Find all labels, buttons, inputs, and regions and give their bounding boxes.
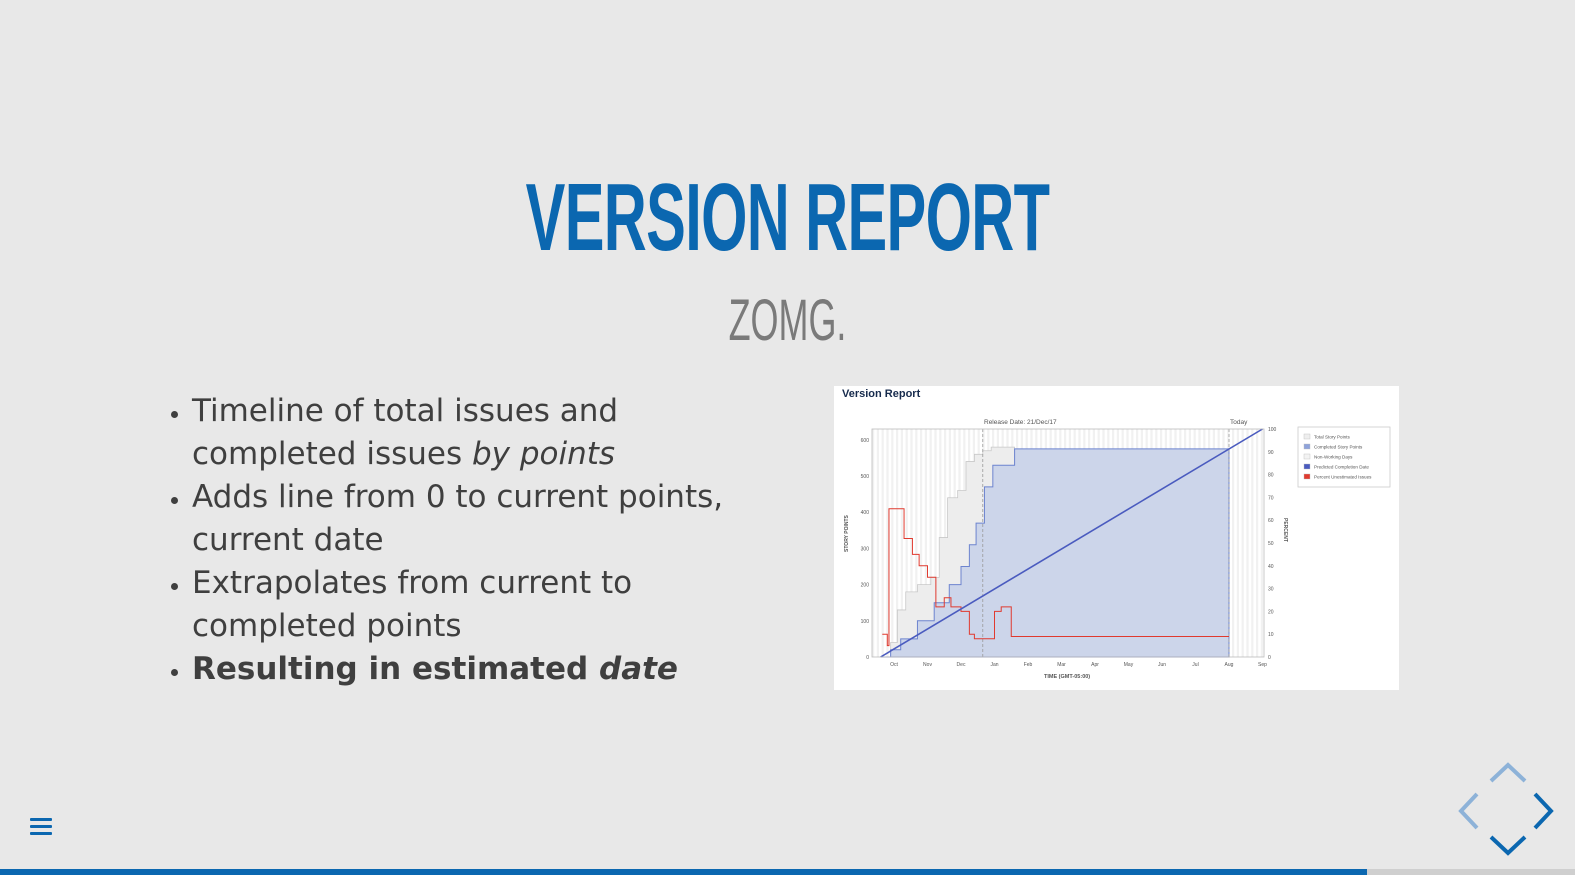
y2-tick-label: 50 xyxy=(1268,541,1274,547)
non-working-day-stripe xyxy=(924,429,927,657)
chevron-up-icon[interactable] xyxy=(1488,762,1528,784)
non-working-day-stripe xyxy=(1236,429,1239,657)
version-report-chart: 0 100 200 300 400 500 600 0 10 20 30 40 50 60 70 80 90 10… xyxy=(844,419,1391,680)
non-working-day-stripe xyxy=(876,429,879,657)
bullet-item: Adds line from 0 to current points, curr… xyxy=(192,476,752,562)
progress-bar xyxy=(0,869,1575,875)
legend-label: Non-Working Days xyxy=(1314,455,1353,460)
chevron-left-icon[interactable] xyxy=(1458,791,1480,831)
bullet-emphasis: by points xyxy=(471,436,616,472)
non-working-day-stripe xyxy=(905,429,908,657)
legend-swatch xyxy=(1303,433,1311,440)
x-tick-label: Jul xyxy=(1192,662,1198,668)
non-working-day-stripe xyxy=(891,429,894,657)
y-tick-label: 500 xyxy=(861,474,870,480)
non-working-day-stripe xyxy=(934,429,937,657)
bullet-item: Resulting in estimated date xyxy=(192,648,752,691)
slide-title: Version Report xyxy=(525,164,1050,271)
release-date-label: Release Date: 21/Dec/17 xyxy=(984,419,1057,426)
legend-label: Percent Unestimated Issues xyxy=(1314,475,1372,480)
x-tick-label: Dec xyxy=(957,662,966,668)
non-working-day-stripe xyxy=(1232,429,1235,657)
non-working-day-stripe xyxy=(1241,429,1244,657)
percent-unestimated-line xyxy=(882,508,1229,647)
menu-icon[interactable] xyxy=(30,818,52,838)
bullet-emphasis: date xyxy=(599,651,678,687)
y-tick-label: 300 xyxy=(861,546,870,552)
non-working-day-stripe xyxy=(896,429,899,657)
x-tick-label: May xyxy=(1124,662,1134,668)
report-title: Version Report xyxy=(842,388,921,400)
legend-label: Total Story Points xyxy=(1314,435,1350,440)
y2-tick-label: 0 xyxy=(1268,655,1271,661)
y2-tick-label: 60 xyxy=(1268,518,1274,524)
x-tick-label: Jun xyxy=(1158,662,1166,668)
bullet-text: Resulting in estimated xyxy=(192,651,599,687)
slide-navigation xyxy=(1458,762,1558,860)
version-report-image: 0 100 200 300 400 500 600 0 10 20 30 40 50 60 70 80 90 10… xyxy=(834,386,1399,690)
plot-frame xyxy=(871,428,1265,658)
non-working-day-stripe xyxy=(1246,429,1249,657)
y2-tick-label: 90 xyxy=(1268,450,1274,456)
non-working-day-stripe xyxy=(910,429,913,657)
y2-tick-label: 70 xyxy=(1268,495,1274,501)
non-working-day-stripe xyxy=(1256,429,1259,657)
bullet-list: Timeline of total issues and completed i… xyxy=(160,390,752,691)
chevron-down-icon[interactable] xyxy=(1488,834,1528,856)
non-working-day-stripe xyxy=(929,429,932,657)
y2-tick-label: 40 xyxy=(1268,564,1274,570)
non-working-day-stripe xyxy=(1260,429,1263,657)
x-tick-label: Sep xyxy=(1258,662,1267,668)
legend-label: Completed Story Points xyxy=(1314,445,1363,450)
chevron-right-icon[interactable] xyxy=(1532,791,1554,831)
x-tick-label: Oct xyxy=(890,662,898,668)
non-working-day-stripe xyxy=(900,429,903,657)
non-working-day-stripe xyxy=(1251,429,1254,657)
y-tick-label: 600 xyxy=(861,438,870,444)
legend-swatch xyxy=(1303,453,1311,460)
progress-fill xyxy=(0,869,1368,875)
legend-label: Predicted Completion Date xyxy=(1314,465,1369,470)
y2-tick-label: 30 xyxy=(1268,587,1274,593)
y2-tick-label: 10 xyxy=(1268,632,1274,638)
x-tick-label: Nov xyxy=(923,662,932,668)
y2-tick-label: 100 xyxy=(1268,427,1277,433)
bullet-text: Extrapolates from current to completed p… xyxy=(192,565,633,644)
legend-swatch xyxy=(1303,463,1311,470)
y-tick-label: 0 xyxy=(866,655,869,661)
chart-legend: Total Story Points Completed Story Points… xyxy=(1297,426,1391,488)
legend-swatch xyxy=(1303,473,1311,480)
legend-swatch xyxy=(1303,443,1311,450)
bullet-item: Timeline of total issues and completed i… xyxy=(192,390,752,476)
non-working-day-stripe xyxy=(886,429,889,657)
x-tick-label: Aug xyxy=(1225,662,1234,668)
y2-tick-label: 20 xyxy=(1268,609,1274,615)
y2-tick-label: 80 xyxy=(1268,473,1274,479)
y-tick-label: 400 xyxy=(861,510,870,516)
x-tick-label: Apr xyxy=(1091,662,1099,668)
x-tick-label: Jan xyxy=(990,662,998,668)
bullet-text: Timeline of total issues and completed i… xyxy=(192,393,619,472)
slide-subtitle: ZOMG. xyxy=(728,288,847,353)
x-tick-label: Mar xyxy=(1057,662,1066,668)
right-axis-label: PERCENT xyxy=(1282,518,1288,542)
non-working-day-stripe xyxy=(915,429,918,657)
bullet-text: Adds line from 0 to current points, curr… xyxy=(192,479,724,558)
non-working-day-stripe xyxy=(920,429,923,657)
y-tick-label: 200 xyxy=(861,583,870,589)
left-axis-label: STORY POINTS xyxy=(844,514,850,552)
predicted-completion-line xyxy=(880,428,1263,658)
non-working-day-stripe xyxy=(872,429,875,657)
today-label: Today xyxy=(1230,419,1248,426)
non-working-day-stripe xyxy=(881,429,884,657)
x-tick-label: Feb xyxy=(1024,662,1033,668)
bullet-item: Extrapolates from current to completed p… xyxy=(192,562,752,648)
x-axis-label: TIME (GMT-05:00) xyxy=(1044,674,1090,680)
y-tick-label: 100 xyxy=(861,619,870,625)
